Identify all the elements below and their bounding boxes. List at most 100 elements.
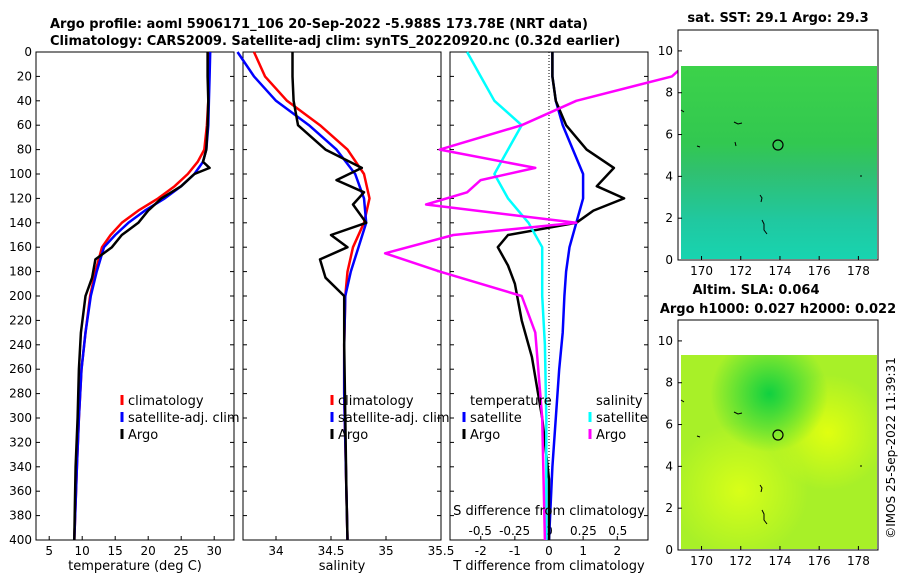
legend-label-satellite: satellite-adj. clim <box>128 411 240 426</box>
legend-title-salinity: salinity <box>596 394 643 409</box>
xtick-label: 34.5 <box>318 544 345 558</box>
legend-label-t-satellite: satellite <box>470 411 522 426</box>
xtick-label: 35 <box>378 544 393 558</box>
sla-map-panel: Altim. SLA: 0.064 Argo h1000: 0.027 h200… <box>658 283 896 568</box>
difference-panel: -2 -1 0 1 2 -0.5 -0.25 0 0.25 0.5 S difference f… <box>383 51 701 574</box>
sst-map-title: sat. SST: 29.1 Argo: 29.3 <box>687 11 868 26</box>
salinity-legend: climatology satellite-adj. clim Argo <box>330 394 450 443</box>
difference-legend: temperature satellite Argo salinity sate… <box>462 394 648 443</box>
xtick-label: -2 <box>475 544 487 558</box>
ytick-label: 180 <box>9 265 32 279</box>
series-line-argo <box>73 52 211 541</box>
t-difference-xlabel: T difference from climatology <box>452 559 645 574</box>
ytick-label: 300 <box>9 411 32 425</box>
sla-map-yticks: 0 2 4 6 8 10 <box>658 334 682 557</box>
legend-label-t-argo: Argo <box>470 428 500 443</box>
ytick-label: 380 <box>9 509 32 523</box>
map-ytick-label: 0 <box>665 543 673 557</box>
ytick-label: 60 <box>17 118 32 132</box>
map-xtick-label: 176 <box>808 554 831 568</box>
series-line-argo <box>291 52 368 541</box>
legend-label-climatology: climatology <box>338 394 414 409</box>
map-xtick-label: 174 <box>769 554 792 568</box>
sla-map-xticks: 170 172 174 176 178 <box>690 546 870 568</box>
salinity-lines <box>236 51 371 541</box>
sst-field <box>681 66 877 259</box>
sla-coastlines <box>680 399 862 525</box>
temperature-xlabel: temperature (deg C) <box>68 559 202 574</box>
x2tick-label: 0.25 <box>570 524 597 538</box>
temperature-yticks: 0 20 40 60 80 100 120 140 160 180 200 220 240 260 280 3… <box>9 45 234 547</box>
x2tick-label: -0.5 <box>469 524 492 538</box>
salinity-yticks <box>243 51 441 541</box>
ytick-label: 220 <box>9 313 32 327</box>
x2tick-label: -0.25 <box>499 524 530 538</box>
temperature-xticks: 5 10 15 20 25 30 <box>45 536 222 558</box>
map-ytick-label: 4 <box>665 459 673 473</box>
legend-label-satellite: satellite-adj. clim <box>338 411 450 426</box>
ytick-label: 240 <box>9 338 32 352</box>
xtick-label: 2 <box>613 544 621 558</box>
map-ytick-label: 2 <box>665 501 673 515</box>
map-xtick-label: 176 <box>808 264 831 278</box>
sst-map-panel: sat. SST: 29.1 Argo: 29.3 170 172 174 176 17… <box>658 11 879 278</box>
map-ytick-label: 0 <box>665 253 673 267</box>
ytick-label: 0 <box>24 45 32 59</box>
map-ytick-label: 8 <box>665 376 673 390</box>
map-xtick-label: 170 <box>690 264 713 278</box>
map-ytick-label: 10 <box>658 334 673 348</box>
legend-label-argo: Argo <box>128 428 158 443</box>
title-line-2: Climatology: CARS2009. Satellite-adj cli… <box>50 34 620 49</box>
temperature-panel: 0 20 40 60 80 100 120 140 160 180 200 220 240 260 280 3… <box>9 45 240 574</box>
series-line-s-satellite <box>466 51 548 540</box>
sst-map-xticks: 170 172 174 176 178 <box>690 256 870 278</box>
salinity-xticks: 34 34.5 35 35.5 <box>268 536 454 558</box>
map-xtick-label: 172 <box>729 264 752 278</box>
map-ytick-label: 10 <box>658 44 673 58</box>
difference-lines <box>383 51 701 541</box>
temperature-legend: climatology satellite-adj. clim Argo <box>120 394 240 443</box>
sst-map-yticks: 0 2 4 6 8 10 <box>658 44 682 267</box>
xtick-label: 10 <box>75 544 90 558</box>
xtick-label: 5 <box>45 544 53 558</box>
sla-map-title-2: Argo h1000: 0.027 h2000: 0.022 <box>660 302 896 317</box>
ytick-label: 400 <box>9 533 32 547</box>
sst-coastlines <box>680 109 862 235</box>
watermark: ©IMOS 25-Sep-2022 11:39:31 <box>884 357 898 539</box>
xtick-label: 25 <box>174 544 189 558</box>
series-line-s-argo <box>383 51 701 541</box>
map-xtick-label: 174 <box>769 264 792 278</box>
ytick-label: 320 <box>9 435 32 449</box>
sst-argo-marker <box>772 139 784 151</box>
map-xtick-label: 178 <box>847 554 870 568</box>
xtick-label: 0 <box>545 544 553 558</box>
temperature-axes-frame <box>35 51 235 541</box>
xtick-label: 30 <box>207 544 222 558</box>
ytick-label: 360 <box>9 484 32 498</box>
ytick-label: 160 <box>9 240 32 254</box>
ytick-label: 40 <box>17 94 32 108</box>
s-difference-xlabel: S difference from climatology <box>453 504 645 519</box>
ytick-label: 260 <box>9 362 32 376</box>
xtick-label: 20 <box>141 544 156 558</box>
sla-field-low <box>681 355 877 549</box>
ytick-label: 140 <box>9 216 32 230</box>
legend-label-s-satellite: satellite <box>596 411 648 426</box>
sla-map-title-1: Altim. SLA: 0.064 <box>693 283 820 298</box>
xtick-label: -1 <box>509 544 521 558</box>
xtick-label: 15 <box>108 544 123 558</box>
ytick-label: 80 <box>17 143 32 157</box>
map-ytick-label: 6 <box>665 418 673 432</box>
map-ytick-label: 2 <box>665 211 673 225</box>
map-ytick-label: 4 <box>665 169 673 183</box>
legend-label-s-argo: Argo <box>596 428 626 443</box>
title-line-1: Argo profile: aoml 5906171_106 20-Sep-20… <box>50 17 588 32</box>
ytick-label: 200 <box>9 289 32 303</box>
ytick-label: 100 <box>9 167 32 181</box>
ytick-label: 340 <box>9 460 32 474</box>
ytick-label: 20 <box>17 69 32 83</box>
salinity-xlabel: salinity <box>319 559 366 574</box>
temperature-lines <box>73 51 212 541</box>
map-ytick-label: 8 <box>665 86 673 100</box>
